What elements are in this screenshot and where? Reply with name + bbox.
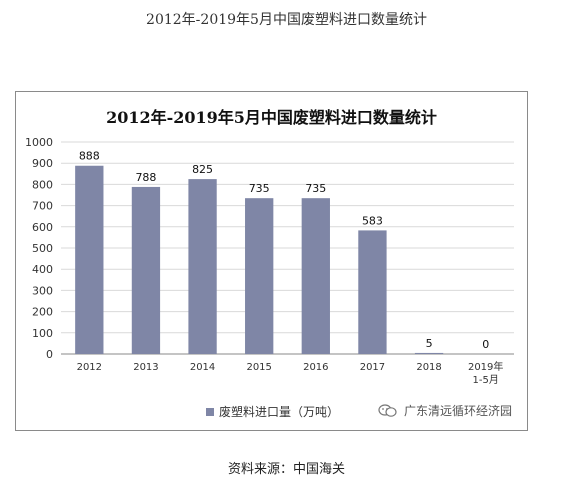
bar [75,165,104,354]
y-tick-label: 1000 [25,136,53,149]
data-label: 5 [426,337,433,350]
x-tick-label: 2013 [133,362,158,373]
chart-title: 2012年-2019年5月中国废塑料进口数量统计 [106,108,437,127]
y-tick-label: 900 [32,157,53,170]
watermark: 广东清远循环经济园 [378,402,512,419]
y-tick-label: 300 [32,284,53,297]
y-tick-label: 100 [32,327,53,340]
y-tick-label: 400 [32,263,53,276]
y-tick-label: 800 [32,178,53,191]
source-note: 资料来源：中国海关 [227,462,345,477]
data-label: 735 [305,182,326,195]
x-tick-label: 2012 [77,362,102,373]
x-tick-label: 2015 [246,362,271,373]
x-tick-label-line: 2015 [246,362,271,373]
y-tick-label: 500 [32,242,53,255]
x-tick-label-line: 2016 [303,362,328,373]
legend: 废塑料进口量（万吨） [206,403,339,420]
y-tick-label: 200 [32,306,53,319]
data-label: 888 [79,150,100,163]
y-tick-label: 0 [46,348,53,361]
y-tick-label: 600 [32,221,53,234]
legend-swatch [206,407,214,416]
wechat-icon [378,403,397,417]
watermark-text: 广东清远循环经济园 [404,404,513,418]
x-tick-label-line: 2013 [133,362,158,373]
bar [188,179,217,354]
y-tick-label: 700 [32,200,53,213]
bar [301,198,330,354]
bar [245,198,274,354]
x-tick-label-line: 2018 [416,362,441,373]
legend-label: 废塑料进口量（万吨） [219,405,340,419]
x-tick-label-line: 2017 [360,362,385,373]
x-tick-label-line: 2014 [190,362,215,373]
page-title: 2012年-2019年5月中国废塑料进口数量统计 [146,12,427,28]
x-tick-label: 2014 [190,362,215,373]
x-tick-label: 2017 [360,362,385,373]
data-label: 0 [482,338,489,351]
x-tick-label: 2018 [416,362,441,373]
data-label: 825 [192,163,213,176]
chart-container: 2012年-2019年5月中国废塑料进口数量统计 0 100 200 300 400 50… [15,91,528,431]
x-tick-label-line: 2012 [77,362,102,373]
bar [131,186,161,354]
bar [414,352,444,354]
data-label: 788 [135,171,156,184]
data-label: 735 [249,182,270,195]
x-tick-label: 2019年 1-5月 [468,360,503,386]
x-tick-label: 2016 [303,362,328,373]
bar [358,230,387,354]
bar-chart: 0 100 200 300 400 500 600 700 800 900 1000 888 2012 7… [25,136,514,386]
x-tick-label-line: 1-5月 [473,374,499,386]
data-label: 583 [362,214,383,227]
x-tick-label-line: 2019年 [468,360,503,373]
